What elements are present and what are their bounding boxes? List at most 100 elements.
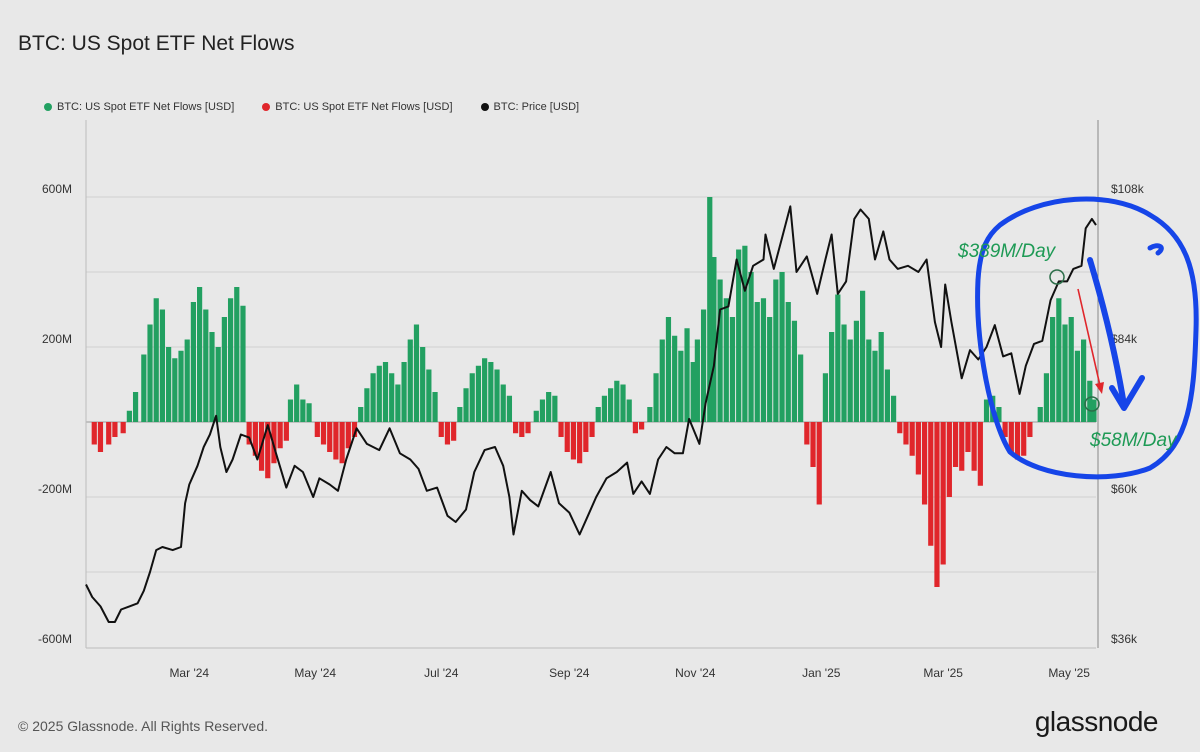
outflow-bar [810,422,816,467]
inflow-bar [841,324,847,422]
price-line-group [85,205,1097,623]
inflow-bar [672,335,678,422]
outflow-bar [1002,422,1008,437]
inflow-bar [306,403,312,422]
outflow-bar [564,422,570,452]
inflow-bar [1074,350,1081,422]
inflow-bar [760,298,767,422]
inflow-bar [227,298,234,422]
outflow-bar [525,422,531,434]
outflow-bar [915,422,921,475]
outflow-bar [112,422,118,437]
inflow-bar [866,339,872,422]
x-tick-label: May '24 [294,666,336,680]
outflow-bar [903,422,909,445]
copyright-footer: © 2025 Glassnode. All Rights Reserved. [18,718,269,734]
legend-label-price: BTC: Price [USD] [493,101,580,113]
y-right-tick-label: $84k [1111,332,1138,346]
inflow-bar [358,407,364,422]
highlight-circle-top [1049,269,1065,285]
x-tick-label: Nov '24 [675,666,716,680]
outflow-bar [897,422,903,434]
inflow-bar [647,407,653,422]
outflow-bar [940,422,946,565]
outflow-bar [639,422,645,430]
inflow-bar [506,395,513,422]
inflow-bar [884,369,890,422]
outflow-bar [106,422,112,445]
outflow-bar [120,422,126,434]
inflow-bar [426,369,432,422]
outflow-bar [804,422,810,445]
inflow-bar [1050,317,1056,422]
inflow-bar [500,384,506,422]
inflow-bar [153,298,159,422]
outflow-bar [283,422,289,441]
outflow-bar [333,422,339,460]
inflow-bar [736,249,742,422]
inflow-bar [132,392,139,422]
inflow-bar [141,354,147,422]
outflow-bar [632,422,639,434]
inflow-bar [546,392,552,422]
outflow-bar [1027,422,1033,437]
legend-item-outflows[interactable]: BTC: US Spot ETF Net Flows [USD] [262,101,453,113]
inflow-bar [711,257,717,422]
flow-bars [91,197,1097,587]
x-tick-label: Sep '24 [549,666,590,680]
outflow-bar [1008,422,1014,452]
inflow-bar [234,287,240,422]
inflow-bar [872,350,878,422]
x-tick-label: Jan '25 [802,666,841,680]
outflow-bar [345,422,351,449]
legend-swatch-green [44,103,52,111]
outflow-bar [351,422,358,437]
inflow-bar [773,279,779,422]
outflow-bar [246,422,252,445]
inflow-bar [364,388,370,422]
inflow-bar [457,407,463,422]
inflow-bar [748,272,754,422]
legend-swatch-black [480,103,489,111]
inflow-bar [190,302,197,422]
inflow-bar [779,272,785,422]
inflow-bar [878,332,884,422]
inflow-bar [294,384,300,422]
legend-item-inflows[interactable]: BTC: US Spot ETF Net Flows [USD] [44,101,234,113]
inflow-bar [196,287,203,422]
inflow-bar [1062,324,1068,422]
inflow-bar [432,392,438,422]
outflow-bar [438,422,444,437]
inflow-bar [1081,339,1087,422]
outflow-bar [921,422,928,505]
legend-item-price[interactable]: BTC: Price [USD] [480,101,580,113]
y-left-tick-label: 600M [42,182,72,196]
inflow-bar [166,347,172,422]
inflow-bar [382,362,389,422]
legend-label-inflows: BTC: US Spot ETF Net Flows [USD] [57,101,235,113]
inflow-bar [694,339,700,422]
x-tick-label: Mar '24 [169,666,209,680]
inflow-bar [707,197,713,422]
inflow-bar [595,407,601,422]
inflow-bar [717,279,723,422]
inflow-bar [209,332,215,422]
hand-annotations [975,196,1199,480]
inflow-bar [147,324,153,422]
x-tick-label: Mar '25 [923,666,963,680]
inflow-bar [822,373,829,422]
outflow-bar [252,422,258,456]
outflow-bar [558,422,564,437]
inflow-bar [659,339,665,422]
outflow-bar [570,422,577,460]
inflow-bar [203,309,209,422]
outflow-bar [577,422,583,464]
inflow-bar [690,362,696,422]
outflow-bar [952,422,959,467]
inflow-bar [407,339,413,422]
inflow-bar [829,332,835,422]
inflow-bar [126,410,132,422]
btc-price-line [85,205,1097,623]
inflow-bar [475,365,482,422]
blue-arrow-head [1109,375,1145,411]
